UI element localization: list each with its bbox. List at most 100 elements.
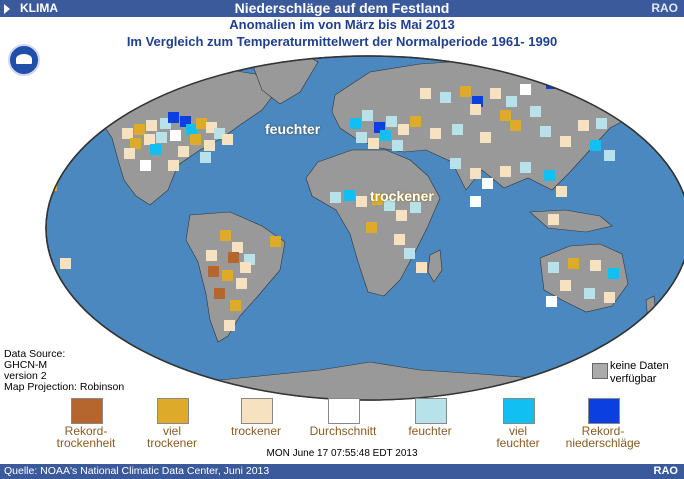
header-bar: KLIMA Niederschläge auf dem Festland RAO bbox=[0, 0, 684, 17]
anomaly-cell bbox=[460, 86, 471, 97]
anomaly-cell bbox=[404, 248, 415, 259]
anomaly-cell bbox=[222, 270, 233, 281]
anomaly-cells bbox=[46, 78, 667, 331]
anomaly-cell bbox=[450, 158, 461, 169]
anomaly-cell bbox=[604, 150, 615, 161]
anomaly-cell bbox=[362, 110, 373, 121]
anomaly-cell bbox=[608, 268, 619, 279]
data-source-line: Map Projection: Robinson bbox=[4, 381, 125, 393]
anomaly-cell bbox=[420, 88, 431, 99]
anomaly-cell bbox=[206, 122, 217, 133]
play-triangle-icon bbox=[4, 3, 10, 14]
anomaly-cell bbox=[410, 202, 421, 213]
anomaly-cell bbox=[222, 134, 233, 145]
anomaly-cell bbox=[130, 138, 141, 149]
anomaly-cell bbox=[208, 266, 219, 277]
anomaly-cell bbox=[140, 160, 151, 171]
anomaly-cell bbox=[224, 320, 235, 331]
anomaly-cell bbox=[394, 234, 405, 245]
anomaly-cell bbox=[196, 118, 207, 129]
anomaly-cell bbox=[160, 118, 171, 129]
map-label-wet: feuchter bbox=[265, 121, 321, 137]
anomaly-cell bbox=[656, 304, 667, 315]
anomaly-cell bbox=[206, 250, 217, 261]
anomaly-cell bbox=[170, 130, 181, 141]
anomaly-cell bbox=[220, 230, 231, 241]
noaa-logo-icon bbox=[8, 44, 40, 76]
anomaly-cell bbox=[350, 118, 361, 129]
anomaly-cell bbox=[270, 236, 281, 247]
anomaly-cell bbox=[430, 128, 441, 139]
legend-swatch bbox=[328, 398, 360, 424]
anomaly-cell bbox=[548, 262, 559, 273]
legend-label-line: niederschläge bbox=[565, 436, 641, 450]
anomaly-cell bbox=[214, 288, 225, 299]
anomaly-cell bbox=[204, 140, 215, 151]
anomaly-cell bbox=[590, 140, 601, 151]
anomaly-cell bbox=[60, 258, 71, 269]
anomaly-cell bbox=[596, 118, 607, 129]
legend-label: trockener bbox=[206, 425, 306, 437]
timestamp: MON June 17 07:55:48 EDT 2013 bbox=[266, 448, 418, 459]
land-new-zealand bbox=[645, 295, 657, 323]
no-data-line: keine Daten bbox=[610, 360, 669, 372]
anomaly-cell bbox=[520, 84, 531, 95]
data-source-line: GHCN-M bbox=[4, 359, 48, 371]
anomaly-cell bbox=[330, 192, 341, 203]
anomaly-cell bbox=[440, 92, 451, 103]
anomaly-cell bbox=[500, 110, 511, 121]
header-left-label: KLIMA bbox=[20, 1, 58, 15]
anomaly-cell bbox=[540, 126, 551, 137]
anomaly-cell bbox=[530, 106, 541, 117]
anomaly-cell bbox=[384, 200, 395, 211]
legend-swatch bbox=[415, 398, 447, 424]
anomaly-cell bbox=[236, 278, 247, 289]
anomaly-cell bbox=[470, 168, 481, 179]
anomaly-cell bbox=[186, 124, 197, 135]
anomaly-cell bbox=[472, 96, 483, 107]
anomaly-cell bbox=[482, 178, 493, 189]
anomaly-cell bbox=[374, 122, 385, 133]
legend-label-line: viel bbox=[508, 424, 527, 438]
anomaly-cell bbox=[584, 288, 595, 299]
anomaly-cell bbox=[556, 186, 567, 197]
legend-label: Rekord-niederschläge bbox=[553, 425, 653, 449]
anomaly-cell bbox=[356, 132, 367, 143]
legend-swatch bbox=[157, 398, 189, 424]
anomaly-cell bbox=[396, 210, 407, 221]
legend-label-line: trockener bbox=[146, 436, 198, 450]
anomaly-cell bbox=[244, 254, 255, 265]
anomaly-cell bbox=[510, 120, 521, 131]
footer-right-label: RAO bbox=[653, 465, 678, 477]
anomaly-cell bbox=[560, 280, 571, 291]
subtitle: Anomalien im von März bis Mai 2013 bbox=[229, 17, 455, 32]
anomaly-cell bbox=[386, 116, 397, 127]
anomaly-cell bbox=[214, 128, 225, 139]
legend-label: Rekord-trockenheit bbox=[36, 425, 136, 449]
legend-swatch bbox=[71, 398, 103, 424]
anomaly-cell bbox=[578, 120, 589, 131]
anomaly-cell bbox=[470, 104, 481, 115]
anomaly-cell bbox=[590, 260, 601, 271]
anomaly-cell bbox=[150, 144, 161, 155]
anomaly-cell bbox=[356, 196, 367, 207]
anomaly-cell bbox=[520, 162, 531, 173]
no-data-line: verfügbar bbox=[610, 373, 657, 385]
anomaly-cell bbox=[134, 124, 145, 135]
data-source-line: version 2 bbox=[4, 370, 47, 382]
anomaly-cell bbox=[146, 120, 157, 131]
legend-label-line: Rekord- bbox=[64, 424, 108, 438]
anomaly-cell bbox=[180, 116, 191, 127]
page-title: Niederschläge auf dem Festland bbox=[234, 0, 450, 16]
anomaly-cell bbox=[372, 194, 383, 205]
anomaly-cell bbox=[240, 262, 251, 273]
anomaly-cell bbox=[480, 132, 491, 143]
anomaly-cell bbox=[124, 148, 135, 159]
legend-label-line: feuchter bbox=[496, 436, 540, 450]
anomaly-cell bbox=[452, 124, 463, 135]
anomaly-cell bbox=[380, 130, 391, 141]
map-label-dry: trockener bbox=[370, 188, 434, 204]
anomaly-cell bbox=[190, 134, 201, 145]
legend-label-line: Rekord- bbox=[581, 424, 625, 438]
